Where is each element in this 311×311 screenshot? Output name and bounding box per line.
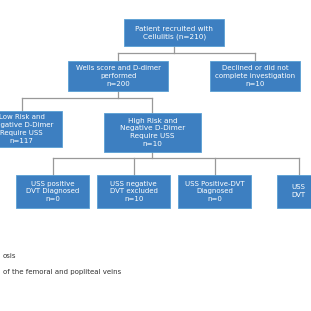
Text: Low Risk and
Negative D-Dimer
Require USS
n=117: Low Risk and Negative D-Dimer Require US… [0,114,53,144]
FancyBboxPatch shape [277,175,311,208]
Text: High Risk and
Negative D-Dimer
Require USS
n=10: High Risk and Negative D-Dimer Require U… [120,118,185,147]
FancyBboxPatch shape [104,113,201,152]
Text: USS negative
DVT excluded
n=10: USS negative DVT excluded n=10 [110,180,158,202]
FancyBboxPatch shape [178,175,251,208]
FancyBboxPatch shape [97,175,170,208]
FancyBboxPatch shape [0,111,62,147]
Text: Patient recruited with
Cellulitis (n=210): Patient recruited with Cellulitis (n=210… [135,26,213,40]
Text: of the femoral and popliteal veins: of the femoral and popliteal veins [3,269,121,275]
Text: USS Positive-DVT
Diagnosed
n=0: USS Positive-DVT Diagnosed n=0 [185,180,244,202]
Text: Wells score and D-dimer
performed
n=200: Wells score and D-dimer performed n=200 [76,65,161,87]
Text: USS
DVT: USS DVT [291,184,306,198]
FancyBboxPatch shape [16,175,90,208]
FancyBboxPatch shape [68,62,168,91]
FancyBboxPatch shape [124,19,224,46]
Text: osis: osis [3,253,16,259]
Text: USS positive
DVT Diagnosed
n=0: USS positive DVT Diagnosed n=0 [26,180,80,202]
Text: Declined or did not
complete investigation
n=10: Declined or did not complete investigati… [215,65,295,87]
FancyBboxPatch shape [210,62,300,91]
